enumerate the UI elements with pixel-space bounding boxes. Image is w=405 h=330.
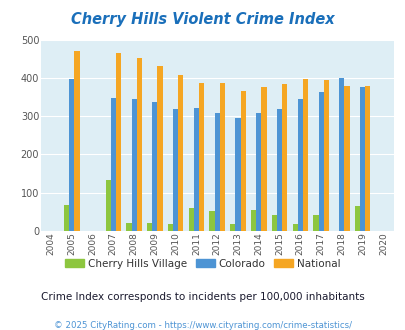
Bar: [271, 215, 276, 231]
Bar: [313, 215, 318, 231]
Bar: [230, 224, 235, 231]
Bar: [235, 118, 240, 231]
Bar: [297, 99, 302, 231]
Bar: [323, 80, 328, 231]
Legend: Cherry Hills Village, Colorado, National: Cherry Hills Village, Colorado, National: [61, 254, 344, 273]
Bar: [188, 208, 193, 231]
Bar: [136, 58, 141, 231]
Text: © 2025 CityRating.com - https://www.cityrating.com/crime-statistics/: © 2025 CityRating.com - https://www.city…: [54, 321, 351, 330]
Bar: [343, 86, 349, 231]
Bar: [354, 206, 359, 231]
Bar: [318, 92, 323, 231]
Bar: [198, 83, 204, 231]
Bar: [178, 75, 183, 231]
Bar: [147, 223, 152, 231]
Bar: [276, 109, 281, 231]
Bar: [157, 66, 162, 231]
Bar: [131, 99, 136, 231]
Bar: [209, 211, 214, 231]
Bar: [111, 98, 116, 231]
Bar: [261, 87, 266, 231]
Bar: [167, 224, 173, 231]
Bar: [105, 181, 111, 231]
Bar: [359, 87, 364, 231]
Bar: [364, 86, 369, 231]
Bar: [214, 113, 219, 231]
Bar: [193, 108, 198, 231]
Bar: [292, 224, 297, 231]
Text: Cherry Hills Violent Crime Index: Cherry Hills Violent Crime Index: [71, 12, 334, 26]
Bar: [64, 205, 69, 231]
Bar: [219, 83, 224, 231]
Bar: [126, 223, 131, 231]
Bar: [240, 91, 245, 231]
Bar: [256, 113, 261, 231]
Bar: [250, 210, 256, 231]
Bar: [116, 52, 121, 231]
Text: Crime Index corresponds to incidents per 100,000 inhabitants: Crime Index corresponds to incidents per…: [41, 292, 364, 302]
Bar: [69, 79, 74, 231]
Bar: [302, 79, 307, 231]
Bar: [281, 84, 287, 231]
Bar: [152, 102, 157, 231]
Bar: [74, 51, 79, 231]
Bar: [339, 78, 343, 231]
Bar: [173, 109, 178, 231]
